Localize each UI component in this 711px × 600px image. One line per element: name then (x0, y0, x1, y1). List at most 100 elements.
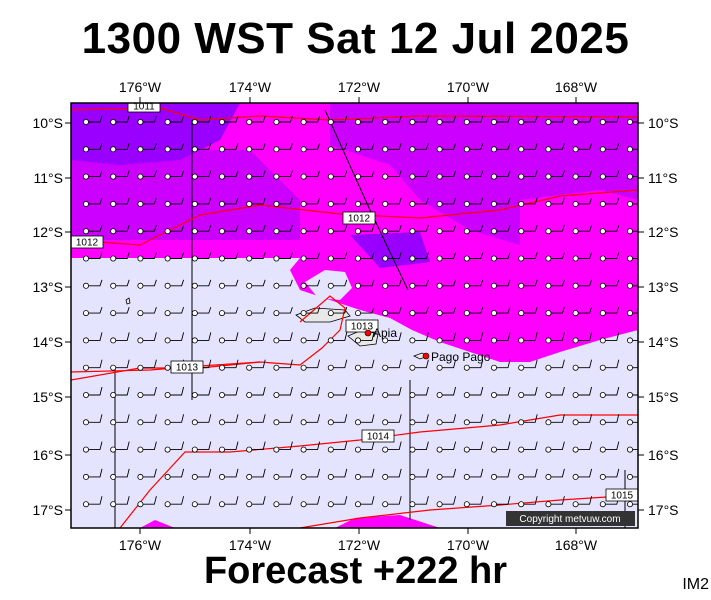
wind-barb (627, 200, 638, 207)
wind-barb (191, 252, 212, 262)
wind-barb (436, 170, 457, 180)
wind-barb (572, 143, 593, 153)
wind-barb (409, 386, 429, 398)
wind-barb (191, 170, 212, 180)
lat-labels-left: 10°S 11°S 12°S 13°S 14°S 15°S 16°S 17°S (32, 115, 63, 518)
wind-barb (572, 414, 593, 426)
wind-barb (545, 170, 565, 180)
lat-label: 17°S (32, 502, 63, 518)
wind-barb (518, 386, 538, 398)
precip-area-light (140, 515, 440, 528)
wind-barb (164, 115, 185, 126)
wind-barb (300, 332, 321, 344)
wind-barb (110, 225, 130, 235)
wind-barb (137, 197, 157, 207)
wind-barb (354, 279, 375, 289)
wind-barb (191, 197, 212, 207)
wind-barb (572, 306, 593, 317)
wind-barb (164, 225, 185, 235)
wind-barb (218, 170, 239, 180)
wind-barbs (83, 115, 638, 508)
wind-barb (83, 279, 103, 289)
wind-barb (518, 143, 538, 153)
wind-barb (218, 115, 239, 126)
wind-barb (218, 197, 239, 207)
wind-barb (599, 359, 620, 371)
wind-barb (83, 332, 103, 344)
wind-barb (191, 496, 212, 508)
wind-barb (599, 306, 620, 317)
wind-barb (164, 441, 185, 453)
wind-barb (218, 441, 239, 453)
wind-barb (246, 496, 266, 508)
wind-barb (83, 143, 103, 153)
wind-barb (246, 306, 266, 317)
wind-barb (354, 143, 375, 153)
wind-barb (409, 252, 429, 262)
wind-barb (83, 359, 103, 371)
wind-barb (218, 414, 239, 426)
wind-barb (627, 473, 638, 480)
wind-barb (110, 441, 130, 453)
wind-barb (327, 252, 348, 262)
wind-barb (137, 115, 157, 126)
wind-barb (246, 115, 266, 126)
wind-barb (83, 414, 103, 426)
wind-barb (627, 146, 638, 153)
wind-barb (110, 332, 130, 344)
wind-barb (572, 170, 593, 180)
wind-barb (327, 468, 348, 480)
wind-barb (191, 143, 212, 153)
wind-barb (436, 115, 457, 126)
wind-barb (599, 279, 620, 289)
wind-barb (164, 197, 185, 207)
wind-barb (164, 170, 185, 180)
wind-barb (300, 279, 321, 289)
wind-barb (436, 332, 457, 344)
wind-barb (83, 197, 103, 207)
isobar-label: 1012 (342, 211, 376, 225)
lon-label: 176°W (119, 537, 162, 553)
wind-barb (246, 197, 266, 207)
wind-barb (436, 143, 457, 153)
wind-barb (191, 332, 212, 344)
wind-barb (354, 359, 375, 371)
wind-barb (83, 170, 103, 180)
wind-barb (273, 279, 293, 289)
wind-barb (518, 332, 538, 344)
wind-barb (300, 386, 321, 398)
wind-barb (246, 386, 266, 398)
isobar-label: 1012 (71, 235, 104, 249)
lon-label: 172°W (338, 537, 381, 553)
wind-barb (137, 225, 157, 235)
svg-text:Pago Pago: Pago Pago (431, 350, 491, 364)
wind-barb (246, 441, 266, 453)
svg-text:1013: 1013 (351, 322, 374, 333)
wind-barb (327, 332, 348, 344)
wind-barb (627, 501, 638, 508)
wind-barb (327, 414, 348, 426)
lat-label: 10°S (32, 115, 63, 131)
wind-barb (490, 441, 511, 453)
wind-barb (572, 252, 593, 262)
wind-barb (599, 414, 620, 426)
wind-barb (382, 197, 402, 207)
wind-barb (327, 386, 348, 398)
wind-barb (627, 419, 638, 426)
wind-barb (436, 306, 457, 317)
wind-barb (273, 386, 293, 398)
wind-barb (191, 225, 212, 235)
wind-barb (409, 414, 429, 426)
wind-barb (490, 414, 511, 426)
precip-area-medium (71, 103, 638, 245)
wind-barb (273, 252, 293, 262)
wind-barb (110, 115, 130, 126)
wind-barb (382, 225, 402, 235)
wind-barb (518, 414, 538, 426)
wind-barb (327, 143, 348, 153)
wind-barb (545, 496, 565, 508)
svg-text:1014: 1014 (367, 432, 390, 443)
wind-barb (599, 197, 620, 207)
wind-barb (218, 386, 239, 398)
isobar-label: 1014 (361, 429, 395, 443)
